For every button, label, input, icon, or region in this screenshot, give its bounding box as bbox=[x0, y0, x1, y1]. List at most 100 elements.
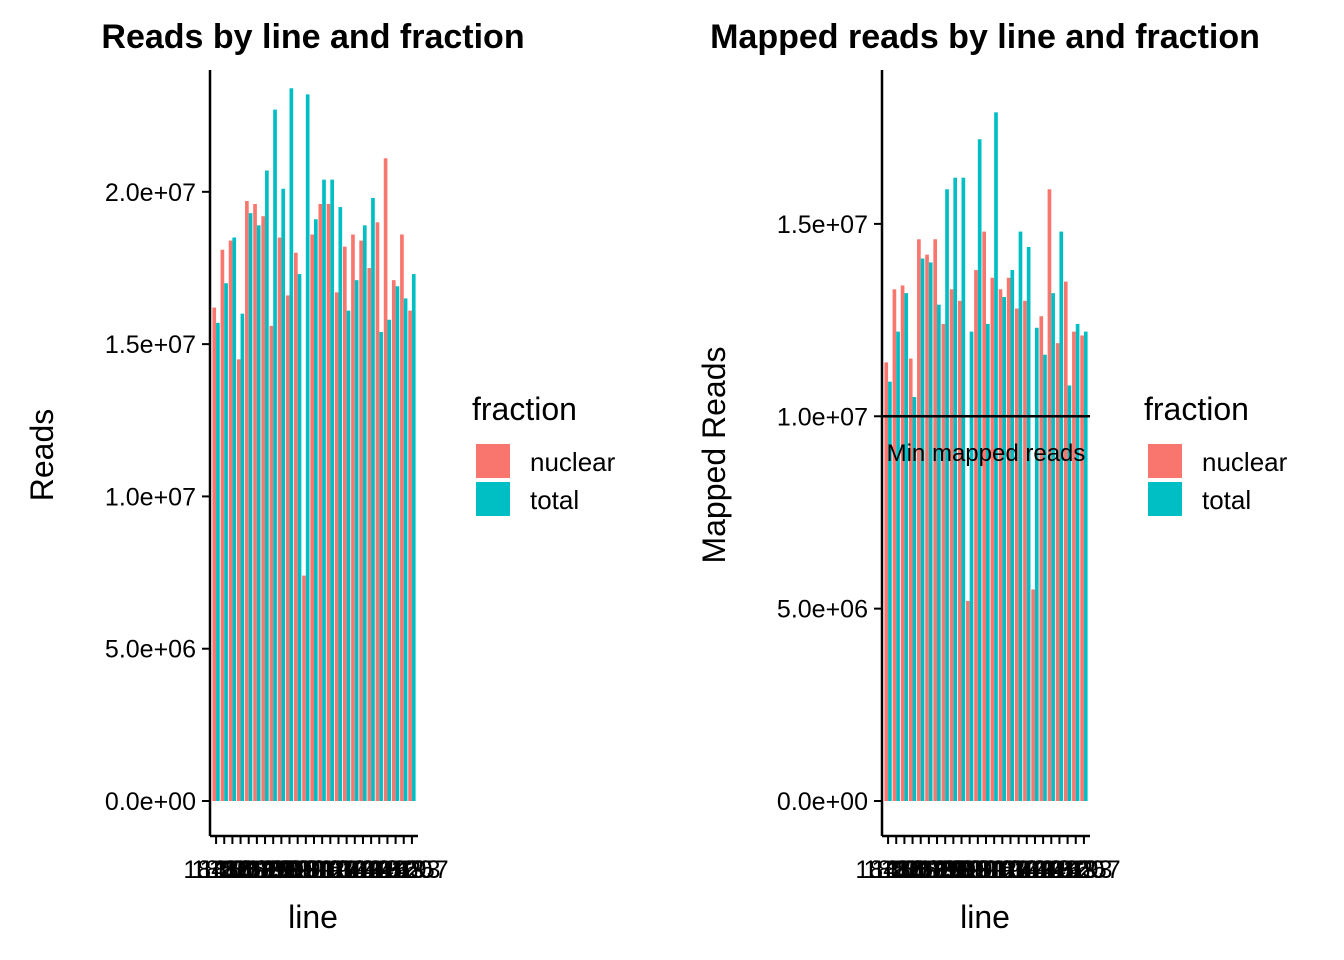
panel-reads: Reads by line and fraction Reads line 0.… bbox=[24, 18, 616, 935]
bar-nuclear-19140 bbox=[334, 292, 339, 801]
x-tick-label: 19140 bbox=[306, 856, 376, 884]
x-tick-label: 19116 bbox=[274, 856, 342, 884]
bar-group bbox=[884, 112, 1088, 802]
panel-mapped-reads: Mapped reads by line and fraction Mapped… bbox=[696, 18, 1288, 935]
x-tick-label: 19092 bbox=[912, 856, 982, 884]
x-tick-label: 19160 bbox=[363, 856, 433, 884]
y-tick-label: 5.0e+06 bbox=[777, 596, 868, 624]
x-axis-ticks: 1848618505185081851118519185201885319092… bbox=[183, 836, 449, 884]
x-tick-label: 19140 bbox=[978, 856, 1048, 884]
x-tick-label: 18519 bbox=[216, 856, 286, 884]
bar-nuclear-19093 bbox=[949, 289, 954, 801]
x-axis-title: line bbox=[960, 899, 1010, 935]
bar-total-19160 bbox=[1067, 385, 1072, 801]
x-tick-label: 19099 bbox=[929, 856, 999, 884]
x-tick-label: 19257 bbox=[379, 856, 449, 884]
bar-nuclear-19153 bbox=[1055, 343, 1060, 801]
bar-total-19257 bbox=[1083, 331, 1088, 801]
bar-total-19116 bbox=[305, 94, 310, 802]
y-tick-label: 1.5e+07 bbox=[105, 331, 196, 359]
bar-nuclear-19160 bbox=[1063, 281, 1068, 801]
bar-nuclear-18519 bbox=[245, 200, 249, 802]
bar-total-19099 bbox=[961, 177, 966, 802]
bar-total-18508 bbox=[904, 293, 909, 801]
x-tick-label: 18511 bbox=[881, 856, 949, 884]
bar-nuclear-19101 bbox=[966, 600, 970, 801]
bar-total-19140 bbox=[338, 207, 343, 801]
x-tick-label: 18505 bbox=[191, 856, 261, 884]
x-tick-label: 19153 bbox=[1027, 856, 1097, 884]
bar-total-19116 bbox=[977, 139, 982, 801]
chart-title: Mapped reads by line and fraction bbox=[710, 18, 1260, 56]
x-tick-label: 19127 bbox=[961, 856, 1031, 884]
legend: fraction nuclear total bbox=[1144, 391, 1288, 516]
bar-nuclear-18511 bbox=[236, 359, 241, 801]
x-tick-label: 18520 bbox=[224, 856, 294, 884]
legend-label-nuclear: nuclear bbox=[530, 447, 616, 477]
bar-total-18519 bbox=[920, 258, 925, 801]
legend-swatch-nuclear bbox=[1148, 444, 1182, 478]
x-tick-label: 18511 bbox=[209, 856, 277, 884]
y-axis-title: Reads bbox=[24, 409, 60, 502]
bar-total-18853 bbox=[937, 304, 941, 801]
bar-nuclear-19119 bbox=[310, 234, 314, 802]
bar-nuclear-18853 bbox=[261, 216, 266, 801]
bar-total-18486 bbox=[888, 381, 892, 801]
bar-group bbox=[212, 88, 416, 802]
bar-total-19101 bbox=[297, 274, 302, 801]
bar-nuclear-18508 bbox=[228, 240, 233, 801]
x-tick-label: 19101 bbox=[937, 856, 1007, 884]
bar-nuclear-19127 bbox=[318, 204, 323, 801]
bar-total-18511 bbox=[912, 397, 917, 801]
x-tick-label: 19127 bbox=[289, 856, 359, 884]
bar-nuclear-19257 bbox=[408, 310, 412, 801]
bar-nuclear-18853 bbox=[933, 239, 938, 801]
legend-label-total: total bbox=[530, 485, 579, 515]
bar-total-19144 bbox=[371, 197, 375, 801]
x-tick-label: 19101 bbox=[265, 856, 335, 884]
x-tick-label: 19144 bbox=[338, 856, 408, 884]
bar-nuclear-19140 bbox=[1006, 277, 1011, 801]
bar-nuclear-19130 bbox=[998, 289, 1003, 801]
legend: fraction nuclear total bbox=[472, 391, 616, 516]
bar-total-19153 bbox=[1059, 231, 1064, 802]
bar-total-19141 bbox=[346, 310, 351, 801]
x-axis-ticks: 1848618505185081851118519185201885319092… bbox=[855, 836, 1121, 884]
legend-swatch-nuclear bbox=[476, 444, 510, 478]
bar-total-19127 bbox=[322, 179, 326, 801]
bar-nuclear-19142 bbox=[351, 234, 355, 802]
y-tick-label: 1.0e+07 bbox=[105, 483, 196, 511]
bar-nuclear-19116 bbox=[974, 270, 978, 801]
bar-total-18508 bbox=[232, 237, 237, 801]
y-tick-label: 0.0e+00 bbox=[777, 788, 868, 816]
bar-nuclear-19152 bbox=[1047, 189, 1052, 801]
bar-nuclear-19093 bbox=[277, 237, 282, 801]
y-tick-label: 0.0e+00 bbox=[105, 788, 196, 816]
bar-total-19153 bbox=[387, 319, 392, 801]
bar-nuclear-19119 bbox=[982, 231, 986, 802]
bar-total-19143 bbox=[1034, 327, 1039, 801]
x-tick-label: 19141 bbox=[986, 856, 1056, 884]
bar-nuclear-19193 bbox=[1072, 331, 1076, 801]
x-tick-label: 19142 bbox=[322, 856, 392, 884]
x-tick-label: 18508 bbox=[200, 856, 270, 884]
x-axis-title: line bbox=[288, 899, 338, 935]
legend-swatch-total bbox=[476, 482, 510, 516]
bar-nuclear-19141 bbox=[1014, 308, 1019, 801]
y-tick-label: 1.0e+07 bbox=[777, 403, 868, 431]
bar-nuclear-19092 bbox=[941, 323, 946, 801]
bar-total-18853 bbox=[265, 170, 269, 801]
bar-nuclear-18511 bbox=[908, 358, 913, 801]
x-tick-label: 19160 bbox=[1035, 856, 1105, 884]
y-axis-title: Mapped Reads bbox=[696, 346, 732, 563]
x-tick-label: 19144 bbox=[1010, 856, 1080, 884]
x-tick-label: 18853 bbox=[904, 856, 974, 884]
bar-total-19152 bbox=[1051, 293, 1055, 801]
x-tick-label: 18486 bbox=[183, 856, 253, 884]
bar-nuclear-19160 bbox=[391, 280, 396, 801]
bar-total-18520 bbox=[256, 225, 261, 802]
bar-total-19144 bbox=[1043, 354, 1047, 801]
x-tick-label: 18853 bbox=[232, 856, 302, 884]
bar-nuclear-19144 bbox=[1039, 316, 1044, 801]
